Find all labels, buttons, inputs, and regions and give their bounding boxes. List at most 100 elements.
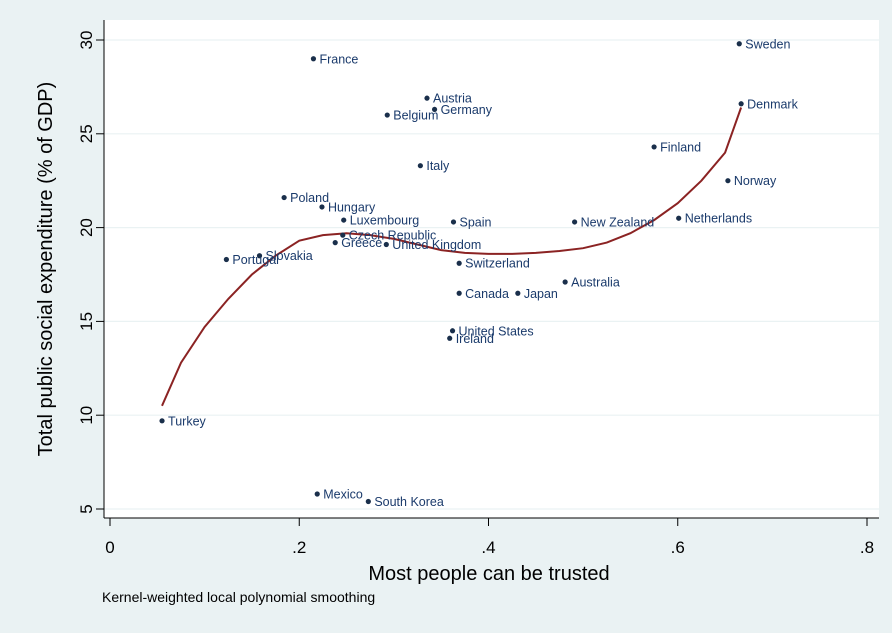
point-marker	[725, 178, 731, 184]
point-marker	[319, 204, 325, 210]
point-marker	[456, 290, 462, 296]
data-point: Switzerland	[456, 257, 530, 271]
data-point: Greece	[332, 236, 382, 250]
point-label: Turkey	[168, 414, 206, 428]
point-label: New Zealand	[581, 215, 655, 229]
y-tick-label: 5	[77, 504, 96, 513]
data-point: South Korea	[365, 495, 444, 509]
point-marker	[159, 418, 165, 424]
data-point: Sweden	[736, 37, 790, 51]
data-point: Austria	[424, 92, 472, 106]
point-marker	[281, 194, 287, 201]
data-point: Luxembourg	[341, 214, 419, 228]
point-label: Poland	[290, 191, 329, 205]
point-label: Mexico	[323, 487, 363, 501]
data-point: Spain	[450, 215, 492, 229]
data-point: Slovakia	[256, 249, 313, 263]
data-point: Australia	[562, 276, 620, 290]
point-marker	[340, 232, 346, 238]
point-marker	[449, 328, 456, 334]
point-marker	[223, 256, 229, 263]
y-ticks: 5 10 15 20 25 30	[77, 31, 104, 514]
point-marker	[341, 217, 347, 223]
point-marker	[572, 219, 578, 225]
point-marker	[450, 219, 457, 225]
data-point: Norway	[725, 174, 777, 188]
point-label: Slovakia	[266, 249, 313, 263]
data-point: Belgium	[384, 109, 438, 123]
point-label: Denmark	[747, 97, 798, 111]
point-label: Italy	[426, 159, 450, 173]
data-point: Canada	[456, 287, 509, 301]
x-tick-label: .2	[292, 538, 306, 557]
data-point: Netherlands	[676, 212, 752, 226]
point-marker	[314, 491, 320, 497]
point-label: Norway	[734, 174, 777, 188]
point-marker	[332, 240, 338, 246]
point-label: United Kingdom	[392, 238, 481, 252]
y-tick-label: 15	[77, 312, 96, 331]
point-label: Sweden	[745, 37, 790, 51]
plot-area	[104, 20, 879, 518]
y-tick-label: 10	[77, 406, 96, 425]
x-tick-label: 0	[105, 538, 114, 557]
point-label: Switzerland	[465, 257, 530, 271]
data-point: Portugal	[223, 253, 279, 267]
point-label: Austria	[433, 92, 472, 106]
point-label: Hungary	[328, 200, 376, 214]
data-point: Mexico	[314, 487, 363, 501]
y-tick-label: 25	[77, 124, 96, 143]
point-marker	[651, 144, 657, 150]
point-marker	[431, 106, 438, 113]
point-marker	[424, 95, 430, 101]
point-marker	[447, 335, 453, 341]
point-marker	[515, 290, 521, 296]
data-point: France	[310, 52, 358, 66]
data-point: Denmark	[738, 97, 799, 111]
point-marker	[562, 279, 568, 285]
point-marker	[456, 260, 462, 266]
x-ticks: 0 .2 .4 .6 .8	[105, 518, 874, 557]
data-point: Hungary	[319, 200, 376, 214]
point-label: Japan	[524, 287, 558, 301]
data-point: Czech Republic	[340, 229, 436, 243]
point-label: Finland	[660, 140, 701, 154]
point-marker	[736, 41, 742, 47]
x-tick-label: .4	[481, 538, 495, 557]
smooth-line	[161, 107, 743, 407]
x-axis-title: Most people can be trusted	[368, 563, 609, 585]
point-marker	[256, 253, 263, 259]
point-label: Czech Republic	[349, 229, 437, 243]
point-label: South Korea	[374, 495, 444, 509]
point-marker	[738, 101, 744, 107]
point-marker	[365, 498, 371, 505]
x-tick-label: .8	[860, 538, 874, 557]
point-marker	[310, 56, 317, 62]
data-point: United Kingdom	[383, 238, 481, 252]
data-point: Turkey	[159, 414, 207, 428]
data-point: Finland	[651, 140, 701, 154]
point-label: Luxembourg	[350, 214, 420, 228]
data-point: United States	[449, 324, 534, 338]
point-label: Greece	[341, 236, 382, 250]
data-point: Japan	[515, 287, 558, 301]
point-marker	[383, 241, 389, 248]
x-tick-label: .6	[671, 538, 685, 557]
point-label: Australia	[571, 276, 620, 290]
y-tick-label: 20	[77, 218, 96, 237]
data-point: Ireland	[447, 332, 494, 346]
point-label: Germany	[441, 103, 493, 117]
point-marker	[676, 215, 682, 221]
point-label: France	[319, 52, 358, 66]
chart-note: Kernel-weighted local polynomial smoothi…	[102, 589, 376, 605]
point-marker	[384, 112, 390, 118]
data-point: Italy	[417, 159, 450, 173]
point-marker	[417, 163, 423, 169]
data-point: Poland	[281, 191, 329, 205]
point-label: Canada	[465, 287, 509, 301]
point-label: Portugal	[232, 253, 279, 267]
point-label: Netherlands	[685, 212, 752, 226]
